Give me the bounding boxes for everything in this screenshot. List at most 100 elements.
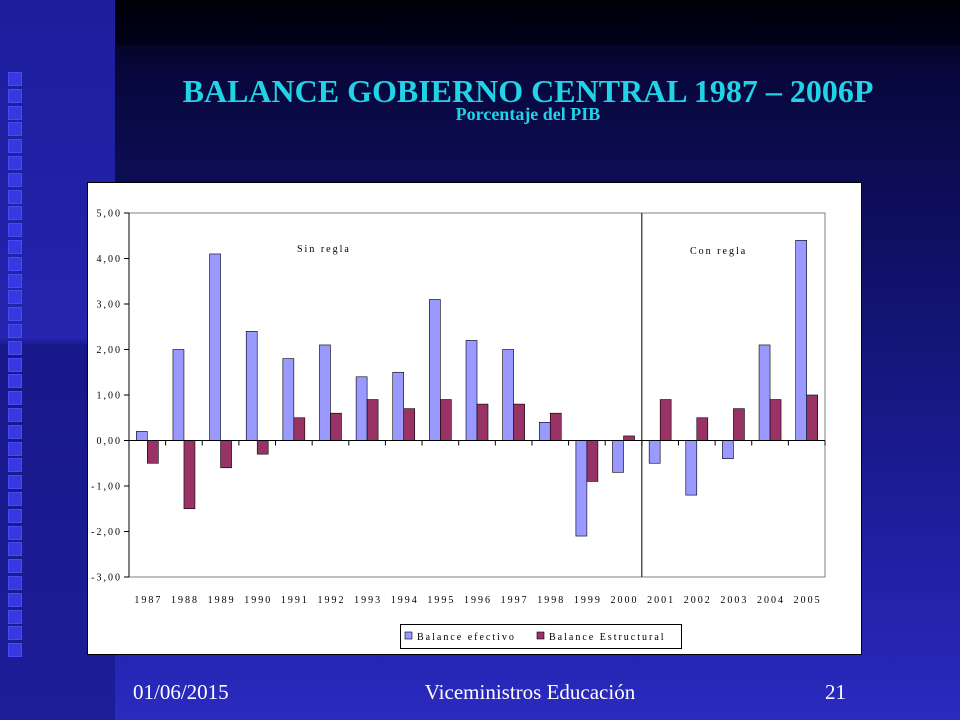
legend-label-balance-efectivo: Balance efectivo	[417, 632, 516, 643]
decorative-square	[8, 592, 22, 607]
x-tick-label-1993: 1993	[354, 595, 382, 606]
y-tick-label: 0,00	[97, 436, 123, 447]
bar-balance-efectivo-2000	[612, 440, 624, 473]
decorative-square	[8, 458, 22, 473]
x-tick-label-1996: 1996	[464, 595, 492, 606]
x-tick-label-2002: 2002	[684, 595, 712, 606]
bar-balance-estructural-1987	[147, 440, 159, 464]
x-tick-label-1991: 1991	[281, 595, 309, 606]
decorative-square	[8, 559, 22, 574]
x-tick-label-1992: 1992	[317, 595, 345, 606]
decorative-square	[8, 492, 22, 506]
bar-balance-estructural-1991	[293, 417, 306, 441]
bar-balance-estructural-2004	[769, 399, 782, 441]
legend-swatch-balance-estructural	[536, 631, 545, 640]
top-decorative-band	[115, 0, 960, 45]
decorative-square	[8, 424, 22, 439]
bar-balance-efectivo-1987	[136, 431, 148, 441]
decorative-square	[8, 626, 22, 641]
bar-balance-efectivo-1990	[245, 331, 258, 441]
bar-balance-efectivo-1993	[355, 376, 368, 441]
x-tick-label-2004: 2004	[757, 595, 785, 606]
x-tick-label-1995: 1995	[427, 595, 455, 606]
decorative-square	[8, 441, 22, 456]
decorative-square	[8, 122, 22, 137]
x-tick-label-1989: 1989	[208, 595, 236, 606]
bar-balance-efectivo-2001	[648, 440, 661, 464]
bar-balance-estructural-1988	[183, 440, 196, 510]
bar-balance-efectivo-2003	[722, 440, 734, 460]
x-tick-label-1994: 1994	[391, 595, 419, 606]
decorative-square	[8, 408, 22, 422]
bar-balance-estructural-2002	[696, 417, 709, 441]
footer-date: 01/06/2015	[133, 680, 229, 704]
bar-balance-efectivo-2002	[685, 440, 698, 496]
decorative-square	[8, 340, 22, 355]
slide-subtitle: Porcentaje del PIB	[455, 104, 601, 124]
bar-balance-estructural-2003	[733, 408, 745, 441]
bar-balance-efectivo-1991	[282, 358, 295, 441]
bar-balance-estructural-2005	[806, 394, 818, 441]
bar-balance-efectivo-1992	[319, 344, 331, 441]
decorative-square	[8, 307, 22, 322]
bar-chart: 5,00 4,00 3,00 2,00 1,00 0,00 -1,00 -2,00 -3,00 1…	[87, 182, 862, 655]
decorative-square	[8, 72, 22, 86]
decorative-square	[8, 576, 22, 590]
bar-balance-estructural-1997	[513, 403, 525, 441]
x-tick-label-2005: 2005	[794, 595, 822, 606]
bar-balance-estructural-2000	[623, 435, 635, 441]
y-tick-label: 4,00	[97, 254, 123, 265]
decorative-square	[8, 475, 22, 490]
bar-balance-efectivo-1988	[172, 349, 185, 441]
annotation-con-regla: Con regla	[690, 246, 747, 257]
y-tick-label: -1,00	[91, 482, 122, 493]
x-tick-label-1987: 1987	[134, 595, 162, 606]
bar-balance-efectivo-1996	[465, 340, 478, 441]
y-tick-label: -3,00	[91, 573, 122, 584]
bar-balance-efectivo-2004	[758, 344, 771, 441]
decorative-square	[8, 525, 22, 540]
decorative-square-column	[0, 0, 40, 720]
decorative-square	[8, 88, 22, 103]
bar-balance-estructural-1993	[366, 399, 379, 441]
decorative-square	[8, 240, 22, 254]
x-tick-label-2000: 2000	[611, 595, 639, 606]
decorative-square	[8, 542, 22, 557]
bar-balance-efectivo-1989	[209, 253, 221, 441]
decorative-square	[8, 324, 22, 338]
bar-balance-efectivo-1999	[575, 440, 588, 537]
x-tick-label-2001: 2001	[647, 595, 675, 606]
legend-swatch-balance-efectivo	[404, 631, 413, 640]
decorative-square	[8, 357, 22, 372]
annotation-sin-regla: Sin regla	[297, 244, 351, 255]
decorative-square	[8, 105, 22, 120]
bar-balance-efectivo-1995	[429, 299, 441, 441]
x-tick-label-1997: 1997	[501, 595, 529, 606]
y-tick-label: 3,00	[97, 300, 123, 311]
bar-balance-efectivo-2005	[795, 239, 807, 441]
decorative-square	[8, 139, 22, 154]
decorative-square	[8, 156, 22, 170]
decorative-square	[8, 609, 22, 624]
decorative-square	[8, 256, 22, 271]
bar-balance-estructural-1992	[330, 412, 342, 441]
bar-balance-efectivo-1998	[538, 422, 551, 441]
x-tick-label-1988: 1988	[171, 595, 199, 606]
decorative-square	[8, 273, 22, 288]
bar-balance-estructural-1999	[586, 440, 599, 482]
bar-balance-estructural-1995	[440, 399, 452, 441]
decorative-square	[8, 223, 22, 238]
y-tick-label: 2,00	[97, 345, 123, 356]
bar-balance-estructural-1989	[220, 440, 232, 469]
x-tick-label-1990: 1990	[244, 595, 272, 606]
decorative-square	[8, 206, 22, 221]
bar-balance-efectivo-1997	[502, 349, 514, 441]
x-tick-label-1999: 1999	[574, 595, 602, 606]
decorative-square	[8, 374, 22, 389]
bar-balance-estructural-2001	[659, 399, 672, 441]
footer-center-text: Viceministros Educación	[424, 680, 636, 704]
bar-balance-efectivo-1994	[392, 371, 405, 441]
decorative-square	[8, 643, 22, 658]
decorative-square	[8, 508, 22, 523]
